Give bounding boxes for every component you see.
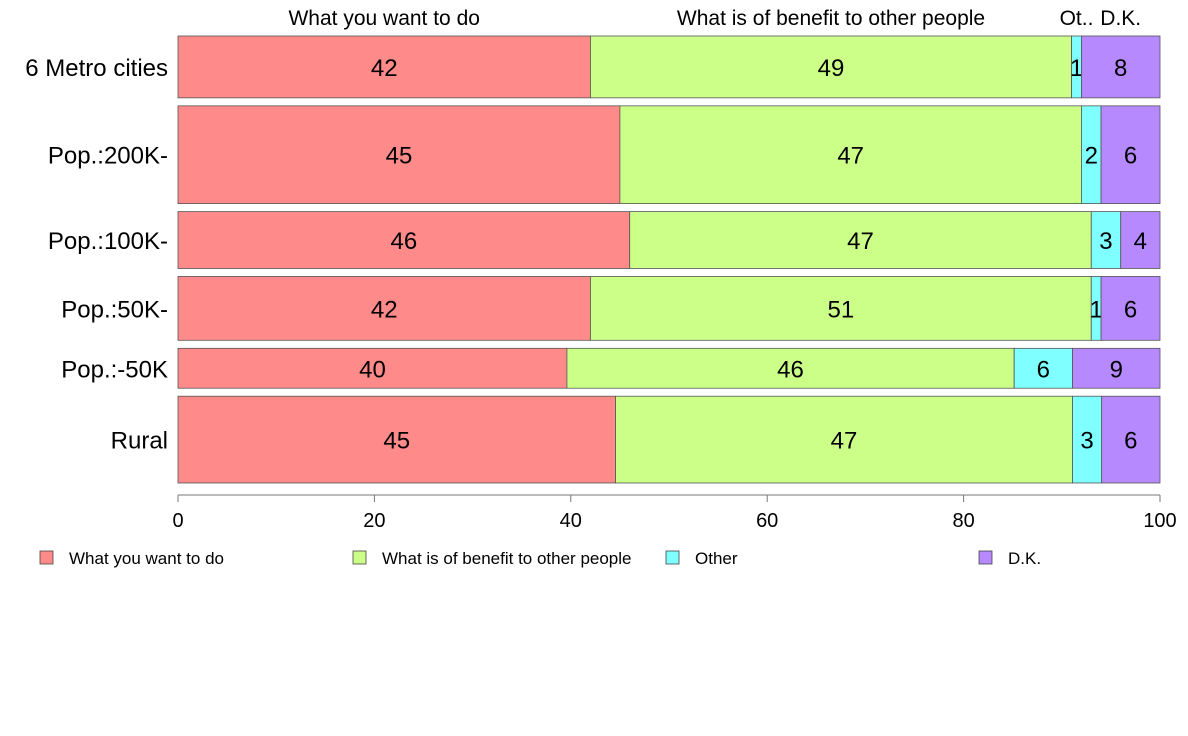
data-label: 4: [1134, 228, 1147, 255]
category-labels: 6 Metro cities Pop.:200K- Pop.:100K- Pop.:5…: [25, 55, 168, 455]
bar-row-pop-50k: 40 46 6 9: [177, 347, 1161, 389]
legend-swatch: [39, 550, 54, 565]
data-label: 6: [1124, 296, 1137, 323]
category-label: Pop.:50K-: [61, 296, 168, 323]
top-headers: What you want to do What is of benefit to…: [288, 7, 1141, 30]
bar-row-6-metro-cities: 42 49 1 8: [177, 35, 1161, 99]
data-label: 6: [1124, 428, 1137, 455]
legend-label: What you want to do: [69, 549, 224, 568]
legend-item-other: Other: [665, 549, 738, 568]
x-axis: 0 20 40 60 80 100: [172, 494, 1177, 532]
x-tick-label: 100: [1143, 510, 1176, 532]
bar-segment-what-you-want-to-do: [177, 276, 591, 341]
data-label: 46: [777, 356, 804, 383]
category-label: Pop.:200K-: [48, 143, 168, 170]
bar-row-pop-200k: 45 47 2 6: [177, 105, 1161, 205]
data-label: 8: [1114, 55, 1127, 82]
data-label: 47: [847, 228, 874, 255]
column-header: Ot..: [1060, 7, 1094, 30]
data-label: 3: [1099, 228, 1112, 255]
data-label: 45: [386, 143, 413, 170]
data-label: 1: [1089, 296, 1102, 323]
bar-row-pop-100k: 46 47 3 4: [177, 211, 1161, 269]
data-label: 3: [1080, 428, 1093, 455]
x-tick-label: 0: [172, 510, 183, 532]
legend-label: Other: [695, 549, 738, 568]
legend-swatch: [665, 550, 680, 565]
x-tick-label: 40: [560, 510, 582, 532]
data-label: 9: [1110, 356, 1123, 383]
bar-segment-other: [1090, 211, 1122, 269]
column-header: D.K.: [1100, 7, 1141, 30]
category-label: Rural: [111, 428, 168, 455]
bar-segment-d-k: [1100, 105, 1161, 205]
data-label: 42: [371, 55, 398, 82]
legend-swatch: [352, 550, 367, 565]
data-label: 46: [391, 228, 418, 255]
column-header: What is of benefit to other people: [677, 7, 985, 30]
data-label: 51: [827, 296, 854, 323]
data-label: 40: [359, 356, 386, 383]
legend-item-d-k: D.K.: [978, 549, 1041, 568]
bar-segment-d-k: [1100, 276, 1161, 341]
category-label: Pop.:-50K: [61, 356, 168, 383]
x-tick-label: 60: [756, 510, 778, 532]
bar-row-pop-50k: 42 51 1 6: [177, 276, 1161, 341]
bar-segment-what-is-of-benefit-to-other-people: [619, 105, 1082, 205]
data-label: 42: [371, 296, 398, 323]
bar-segment-other: [1013, 347, 1073, 389]
bar-segment-what-you-want-to-do: [177, 347, 568, 389]
legend-label: D.K.: [1008, 549, 1041, 568]
legend-item-what-is-of-benefit-to-other-people: What is of benefit to other people: [352, 549, 632, 568]
bar-segment-d-k: [1072, 347, 1161, 389]
bar-segment-what-is-of-benefit-to-other-people: [615, 395, 1073, 484]
bar-segment-what-is-of-benefit-to-other-people: [566, 347, 1015, 389]
x-tick-label: 20: [363, 510, 385, 532]
data-label: 6: [1037, 356, 1050, 383]
column-header: What you want to do: [288, 7, 479, 30]
bar-rows: 42 49 1 845 47 2 646 47 3 442 51 1 640 46 6 945 47 3 6: [177, 35, 1161, 484]
bar-segment-what-is-of-benefit-to-other-people: [590, 35, 1073, 99]
bar-segment-d-k: [1101, 395, 1161, 484]
legend-label: What is of benefit to other people: [382, 549, 632, 568]
bar-segment-d-k: [1081, 35, 1161, 99]
data-label: 1: [1070, 55, 1083, 82]
legend-swatch: [978, 550, 993, 565]
bar-segment-what-you-want-to-do: [177, 105, 621, 205]
data-label: 2: [1085, 143, 1098, 170]
legend-item-what-you-want-to-do: What you want to do: [39, 549, 224, 568]
legend: What you want to do What is of benefit to…: [39, 549, 1041, 568]
x-tick-label: 80: [952, 510, 974, 532]
bar-row-rural: 45 47 3 6: [177, 395, 1161, 484]
bar-segment-what-is-of-benefit-to-other-people: [629, 211, 1092, 269]
category-label: Pop.:100K-: [48, 228, 168, 255]
bar-segment-what-you-want-to-do: [177, 395, 616, 484]
category-label: 6 Metro cities: [25, 55, 168, 82]
bar-segment-what-is-of-benefit-to-other-people: [590, 276, 1092, 341]
data-label: 6: [1124, 143, 1137, 170]
bar-segment-what-you-want-to-do: [177, 211, 631, 269]
bar-segment-d-k: [1120, 211, 1161, 269]
data-label: 45: [383, 428, 410, 455]
data-label: 47: [837, 143, 864, 170]
bar-segment-what-you-want-to-do: [177, 35, 591, 99]
data-label: 49: [818, 55, 845, 82]
data-label: 47: [831, 428, 858, 455]
